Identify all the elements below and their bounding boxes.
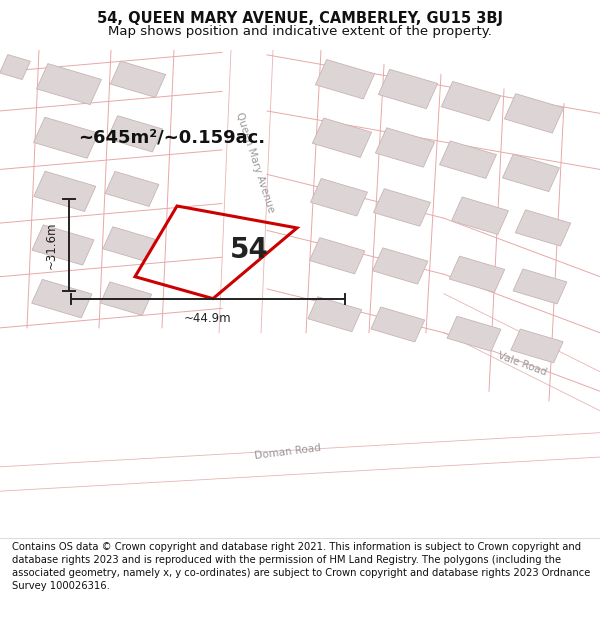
Polygon shape <box>219 50 273 332</box>
Polygon shape <box>103 227 155 261</box>
Polygon shape <box>503 154 559 192</box>
Polygon shape <box>105 171 159 206</box>
Polygon shape <box>376 128 434 167</box>
Text: ~31.6m: ~31.6m <box>45 221 58 269</box>
Polygon shape <box>310 238 365 274</box>
Polygon shape <box>371 307 425 342</box>
Text: Doman Road: Doman Road <box>254 443 322 461</box>
Polygon shape <box>513 269 567 304</box>
Text: ~645m²/~0.159ac.: ~645m²/~0.159ac. <box>78 129 265 147</box>
Polygon shape <box>440 141 496 178</box>
Text: ~44.9m: ~44.9m <box>184 312 232 325</box>
Polygon shape <box>373 248 428 284</box>
Polygon shape <box>379 69 437 109</box>
Polygon shape <box>34 171 96 211</box>
Polygon shape <box>107 116 163 152</box>
Polygon shape <box>447 316 501 351</box>
Polygon shape <box>452 197 508 234</box>
Text: 54, QUEEN MARY AVENUE, CAMBERLEY, GU15 3BJ: 54, QUEEN MARY AVENUE, CAMBERLEY, GU15 3… <box>97 11 503 26</box>
Text: 54: 54 <box>230 236 268 264</box>
Polygon shape <box>110 61 166 98</box>
Polygon shape <box>32 279 92 318</box>
Polygon shape <box>313 118 371 158</box>
Polygon shape <box>515 210 571 246</box>
Polygon shape <box>100 282 152 316</box>
Polygon shape <box>0 54 31 79</box>
Polygon shape <box>0 432 600 491</box>
Polygon shape <box>311 179 367 216</box>
Polygon shape <box>374 189 430 226</box>
Polygon shape <box>444 294 600 411</box>
Polygon shape <box>511 329 563 362</box>
Polygon shape <box>449 256 505 293</box>
Polygon shape <box>442 81 500 121</box>
Text: Contains OS data © Crown copyright and database right 2021. This information is : Contains OS data © Crown copyright and d… <box>12 542 590 591</box>
Polygon shape <box>308 297 362 332</box>
Polygon shape <box>505 94 563 133</box>
Polygon shape <box>32 225 94 265</box>
Polygon shape <box>316 59 374 99</box>
Text: Queen Mary Avenue: Queen Mary Avenue <box>234 111 276 214</box>
Text: Vale Road: Vale Road <box>496 351 548 378</box>
Polygon shape <box>34 118 98 158</box>
Text: Map shows position and indicative extent of the property.: Map shows position and indicative extent… <box>108 24 492 38</box>
Polygon shape <box>37 64 101 104</box>
